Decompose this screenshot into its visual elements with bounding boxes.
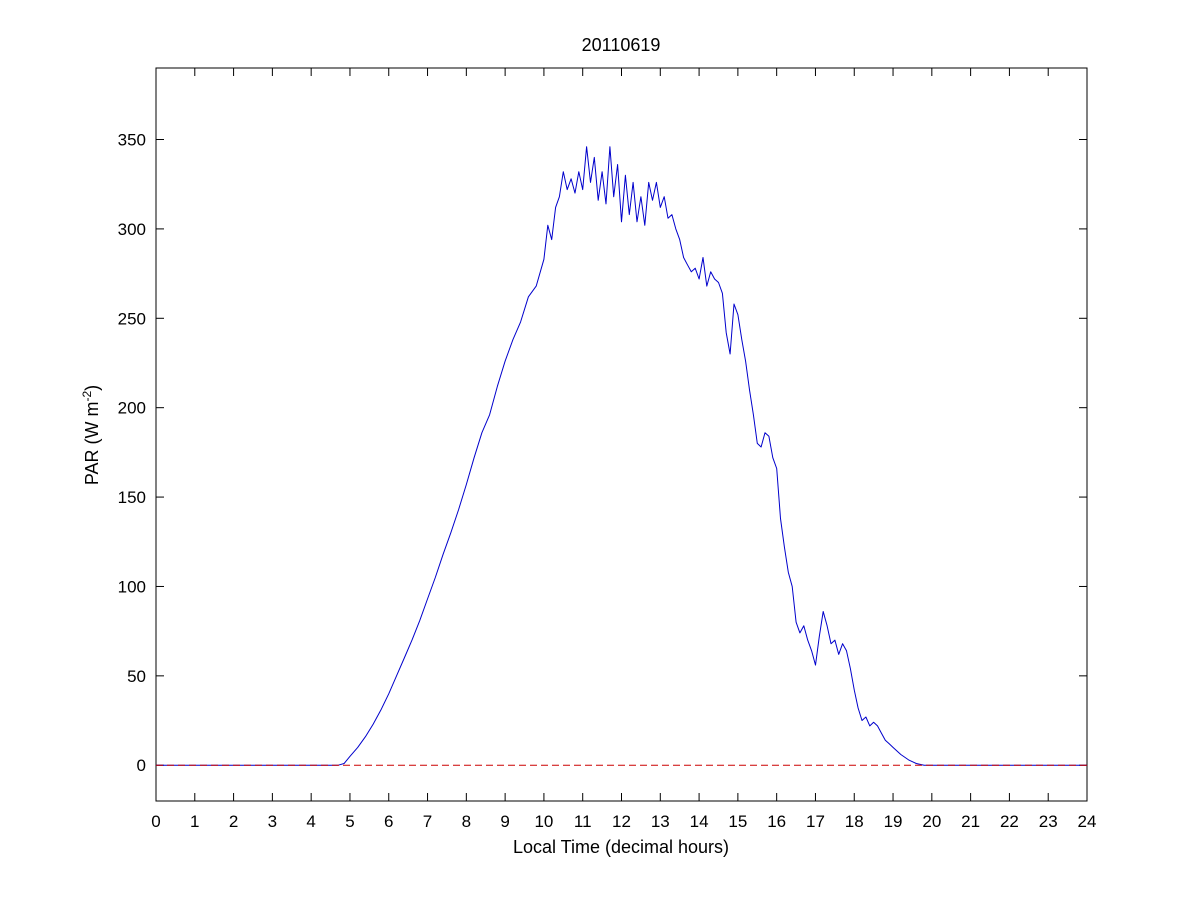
y-axis-label-main: PAR (W m xyxy=(82,402,102,486)
y-axis-label-superscript: -2 xyxy=(80,391,94,402)
x-tick-label: 3 xyxy=(268,812,277,831)
x-axis-ticks: 0 1 2 3 4 5 6 7 8 9 10 11 12 13 14 15 16 17 18 19 20 21 22 23 24 xyxy=(151,68,1096,831)
par-series-line xyxy=(156,146,1087,766)
y-tick-label: 50 xyxy=(127,667,146,686)
x-tick-label: 20 xyxy=(922,812,941,831)
y-tick-label: 0 xyxy=(137,756,146,775)
y-tick-label: 150 xyxy=(118,488,146,507)
x-tick-label: 7 xyxy=(423,812,432,831)
x-tick-label: 9 xyxy=(500,812,509,831)
y-tick-label: 200 xyxy=(118,399,146,418)
x-tick-label: 21 xyxy=(961,812,980,831)
x-tick-label: 17 xyxy=(806,812,825,831)
x-tick-label: 15 xyxy=(728,812,747,831)
x-tick-label: 6 xyxy=(384,812,393,831)
series-layer xyxy=(156,146,1087,766)
x-tick-label: 13 xyxy=(651,812,670,831)
y-axis-ticks: 0 50 100 150 200 250 300 350 xyxy=(118,131,1087,775)
x-tick-label: 0 xyxy=(151,812,160,831)
x-axis-label: Local Time (decimal hours) xyxy=(513,837,729,857)
x-tick-label: 8 xyxy=(462,812,471,831)
x-tick-label: 16 xyxy=(767,812,786,831)
x-tick-label: 24 xyxy=(1078,812,1097,831)
x-tick-label: 14 xyxy=(690,812,709,831)
x-tick-label: 23 xyxy=(1039,812,1058,831)
x-tick-label: 19 xyxy=(884,812,903,831)
x-tick-label: 18 xyxy=(845,812,864,831)
x-tick-label: 10 xyxy=(534,812,553,831)
y-axis-label-close: ) xyxy=(82,385,102,391)
x-tick-label: 2 xyxy=(229,812,238,831)
x-tick-label: 11 xyxy=(574,812,592,831)
y-tick-label: 250 xyxy=(118,309,146,328)
x-tick-label: 5 xyxy=(345,812,354,831)
y-axis-label: PAR (W m-2) xyxy=(80,385,102,485)
plot-area: 0 1 2 3 4 5 6 7 8 9 10 11 12 13 14 15 16 17 18 19 20 21 22 23 24… xyxy=(118,67,1096,831)
x-tick-label: 22 xyxy=(1000,812,1019,831)
y-tick-label: 350 xyxy=(118,131,146,150)
y-tick-label: 300 xyxy=(118,220,146,239)
chart-title: 20110619 xyxy=(582,35,661,55)
x-tick-label: 4 xyxy=(306,812,315,831)
x-tick-label: 12 xyxy=(612,812,631,831)
x-tick-label: 1 xyxy=(190,812,199,831)
y-tick-label: 100 xyxy=(118,577,146,596)
